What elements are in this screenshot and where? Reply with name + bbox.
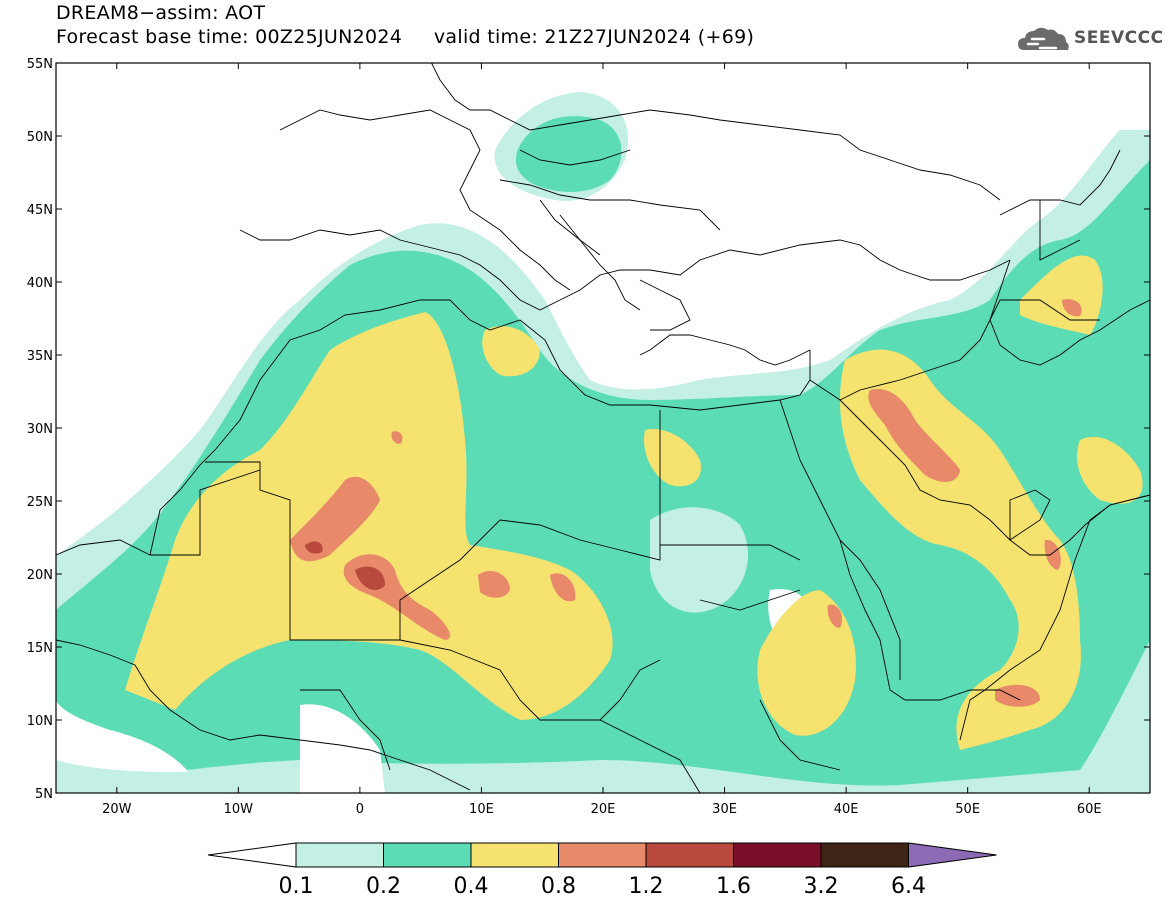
logo-text: SEEVCCC <box>1074 28 1164 48</box>
colorbar-swatch <box>558 842 647 868</box>
lat-tick-label: 35N <box>27 349 53 364</box>
lat-tick-label: 30N <box>27 422 53 437</box>
latitude-axis: 55N 50N 45N 40N 35N 30N 25N 20N 15N 10N 5N <box>27 57 1150 802</box>
lat-tick-label: 40N <box>27 276 53 291</box>
aot-field <box>56 63 1150 793</box>
lat-tick-label: 5N <box>35 787 53 802</box>
colorbar: 0.1 0.2 0.4 0.8 1.2 1.6 3.2 6.4 <box>207 842 997 899</box>
colorbar-swatch <box>645 842 734 868</box>
colorbar-swatch <box>470 842 559 868</box>
lon-tick-label: 50E <box>955 802 980 817</box>
colorbar-swatch <box>383 842 472 868</box>
colorbar-level-label: 0.8 <box>541 874 576 899</box>
colorbar-under-triangle <box>207 842 297 868</box>
colorbar-level-label: 6.4 <box>891 874 926 899</box>
colorbar-level-label: 1.2 <box>629 874 664 899</box>
lat-tick-label: 15N <box>27 641 53 656</box>
colorbar-swatch <box>295 842 384 868</box>
colorbar-swatch <box>733 842 822 868</box>
lon-tick-label: 60E <box>1077 802 1102 817</box>
colorbar-over-triangle <box>908 842 997 868</box>
lat-tick-label: 20N <box>27 568 53 583</box>
colorbar-level-label: 1.6 <box>716 874 751 899</box>
lon-tick-label: 20E <box>591 802 616 817</box>
colorbar-level-label: 0.1 <box>279 874 314 899</box>
lon-tick-label: 20W <box>102 802 132 817</box>
colorbar-level-label: 0.2 <box>366 874 401 899</box>
lat-tick-label: 50N <box>27 130 53 145</box>
aot-contour-0.4-redsea <box>757 590 856 736</box>
chart-title: DREAM8−assim: AOT <box>56 2 266 24</box>
lon-tick-label: 0 <box>356 802 364 817</box>
aot-contour-0.4-east <box>840 349 1081 750</box>
forecast-time-line: Forecast base time: 00Z25JUN2024 valid t… <box>56 26 755 48</box>
lon-tick-label: 30E <box>712 802 737 817</box>
aot-contour-0.8 <box>290 476 380 562</box>
aot-contour-1.2 <box>355 566 385 590</box>
lon-tick-label: 10E <box>469 802 494 817</box>
seevccc-logo: SEEVCCC <box>1016 22 1163 58</box>
lon-tick-label: 40E <box>834 802 859 817</box>
colorbar-level-label: 3.2 <box>804 874 839 899</box>
lat-tick-label: 10N <box>27 714 53 729</box>
lat-tick-label: 25N <box>27 495 53 510</box>
colorbar-swatch <box>820 842 909 868</box>
colorbar-level-label: 0.4 <box>454 874 489 899</box>
lat-tick-label: 45N <box>27 203 53 218</box>
lat-tick-label: 55N <box>27 57 53 72</box>
lon-tick-label: 10W <box>224 802 254 817</box>
longitude-axis: 20W 10W 0 10E 20E 30E 40E 50E 60E <box>102 63 1102 817</box>
cloud-icon <box>1018 27 1069 50</box>
aot-contour-0.2-europe <box>515 116 622 192</box>
coastlines <box>56 63 1150 793</box>
